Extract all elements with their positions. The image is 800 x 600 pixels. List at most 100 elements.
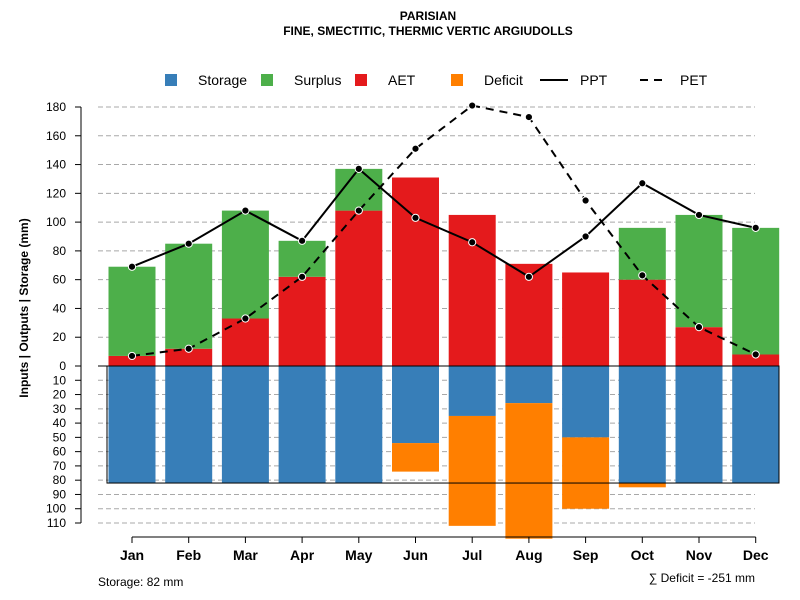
bar-storage-jan [108,366,156,484]
bar-storage-sep [562,366,610,438]
line-ppt [131,167,756,278]
y-tick-label-upper: 80 [53,244,67,258]
y-tick-label-lower: 70 [53,459,67,473]
point-pet-jun [411,144,420,153]
legend-label-surplus: Surplus [294,72,341,88]
x-tick-label-aug: Aug [515,547,542,563]
y-tick-label-upper: 180 [46,100,66,114]
bar-aet-mar [221,318,269,366]
bar-storage-jul [448,366,496,416]
bar-deficit-jul [448,415,496,526]
point-pet-jan [127,351,137,361]
bar-aet-sep [562,272,610,366]
legend-swatch-storage [165,74,177,86]
storage-capacity-label: Storage: 82 mm [98,575,183,589]
bar-aet-apr [278,276,326,366]
bar-storage-aug [505,366,553,404]
legend-label-pet: PET [680,72,708,88]
x-tick-label-apr: Apr [290,547,315,563]
point-ppt-may [354,164,363,173]
point-ppt-nov [694,210,704,220]
y-tick-label-upper: 100 [46,215,66,229]
bar-surplus-feb [165,243,213,349]
y-tick-label-lower: 80 [53,473,67,487]
y-tick-label-upper: 160 [46,129,66,143]
point-ppt-jun [411,213,420,222]
y-tick-label-upper: 40 [53,301,67,315]
point-pet-nov [694,323,704,332]
point-ppt-dec [751,223,760,232]
bar-surplus-dec [732,227,780,355]
point-ppt-mar [241,206,250,215]
bar-storage-feb [165,366,213,484]
y-tick-label-upper: 120 [46,186,66,200]
y-axis-label: Inputs | Outputs | Storage (mm) [17,218,31,397]
y-tick-label-upper: 20 [53,330,67,344]
x-tick-label-mar: Mar [233,547,258,563]
bar-aet-jan [108,355,156,366]
storage-capacity-box [106,365,780,484]
x-tick-label-oct: Oct [631,547,655,563]
bar-storage-oct [618,366,666,484]
chart-subtitle: FINE, SMECTITIC, THERMIC VERTIC ARGIUDOL… [283,24,573,38]
y-tick-label-lower: 20 [53,388,67,402]
bar-aet-feb [165,348,213,366]
bar-aet-oct [618,279,666,366]
y-tick-label-upper: 60 [53,273,67,287]
bar-storage-dec [732,366,780,484]
bar-surplus-mar [221,210,269,319]
bar-aet-may [335,210,383,366]
point-pet-may [354,206,363,215]
point-pet-aug [524,112,534,122]
y-tick-label-lower: 100 [46,502,66,516]
legend-label-storage: Storage [198,72,247,88]
y-tick-label-lower: 10 [53,373,67,387]
x-tick-label-feb: Feb [176,547,201,563]
bar-surplus-nov [675,214,723,328]
x-tick-label-jun: Jun [403,547,428,563]
y-tick-label-lower: 40 [53,416,67,430]
bar-surplus-jan [108,266,156,356]
point-pet-mar [241,314,250,323]
point-ppt-apr [298,236,307,245]
point-ppt-sep [581,232,590,241]
bar-storage-may [335,366,383,484]
bar-storage-nov [675,366,723,484]
bar-deficit-sep [562,437,610,509]
point-pet-jul [468,101,477,110]
point-ppt-aug [524,272,534,281]
legend-label-deficit: Deficit [484,72,523,88]
axes: 0204060801001201401601801020304050607080… [46,100,769,563]
legend: Storage Surplus AET Deficit PPT PET [165,72,708,88]
x-tick-label-nov: Nov [686,547,713,563]
deficit-total-label: ∑ Deficit = -251 mm [649,571,755,585]
y-tick-label-lower: 30 [53,402,67,416]
y-tick-label-lower: 110 [47,516,66,530]
legend-swatch-deficit [451,74,463,86]
y-tick-label-lower: 60 [53,445,67,459]
bar-aet-dec [732,354,780,366]
point-pet-oct [638,271,647,280]
point-pet-apr [298,272,307,281]
y-tick-label-upper: 0 [59,359,66,373]
x-tick-label-jan: Jan [120,547,144,563]
legend-swatch-surplus [261,74,273,86]
lines [127,101,760,361]
y-tick-label-lower: 90 [53,487,67,501]
bar-storage-jun [392,366,439,444]
line-pet [131,104,757,357]
y-tick-label-upper: 140 [46,158,66,172]
chart-title: PARISIAN [400,9,456,23]
bars [106,168,780,539]
point-pet-sep [581,196,590,205]
legend-label-ppt: PPT [580,72,608,88]
legend-swatch-aet [355,74,367,86]
x-tick-label-may: May [345,547,372,563]
x-tick-label-jul: Jul [462,547,482,563]
bar-aet-jun [392,177,439,366]
bar-deficit-aug [505,403,553,539]
legend-label-aet: AET [388,72,416,88]
point-ppt-jan [127,262,137,271]
bar-aet-nov [675,327,723,366]
